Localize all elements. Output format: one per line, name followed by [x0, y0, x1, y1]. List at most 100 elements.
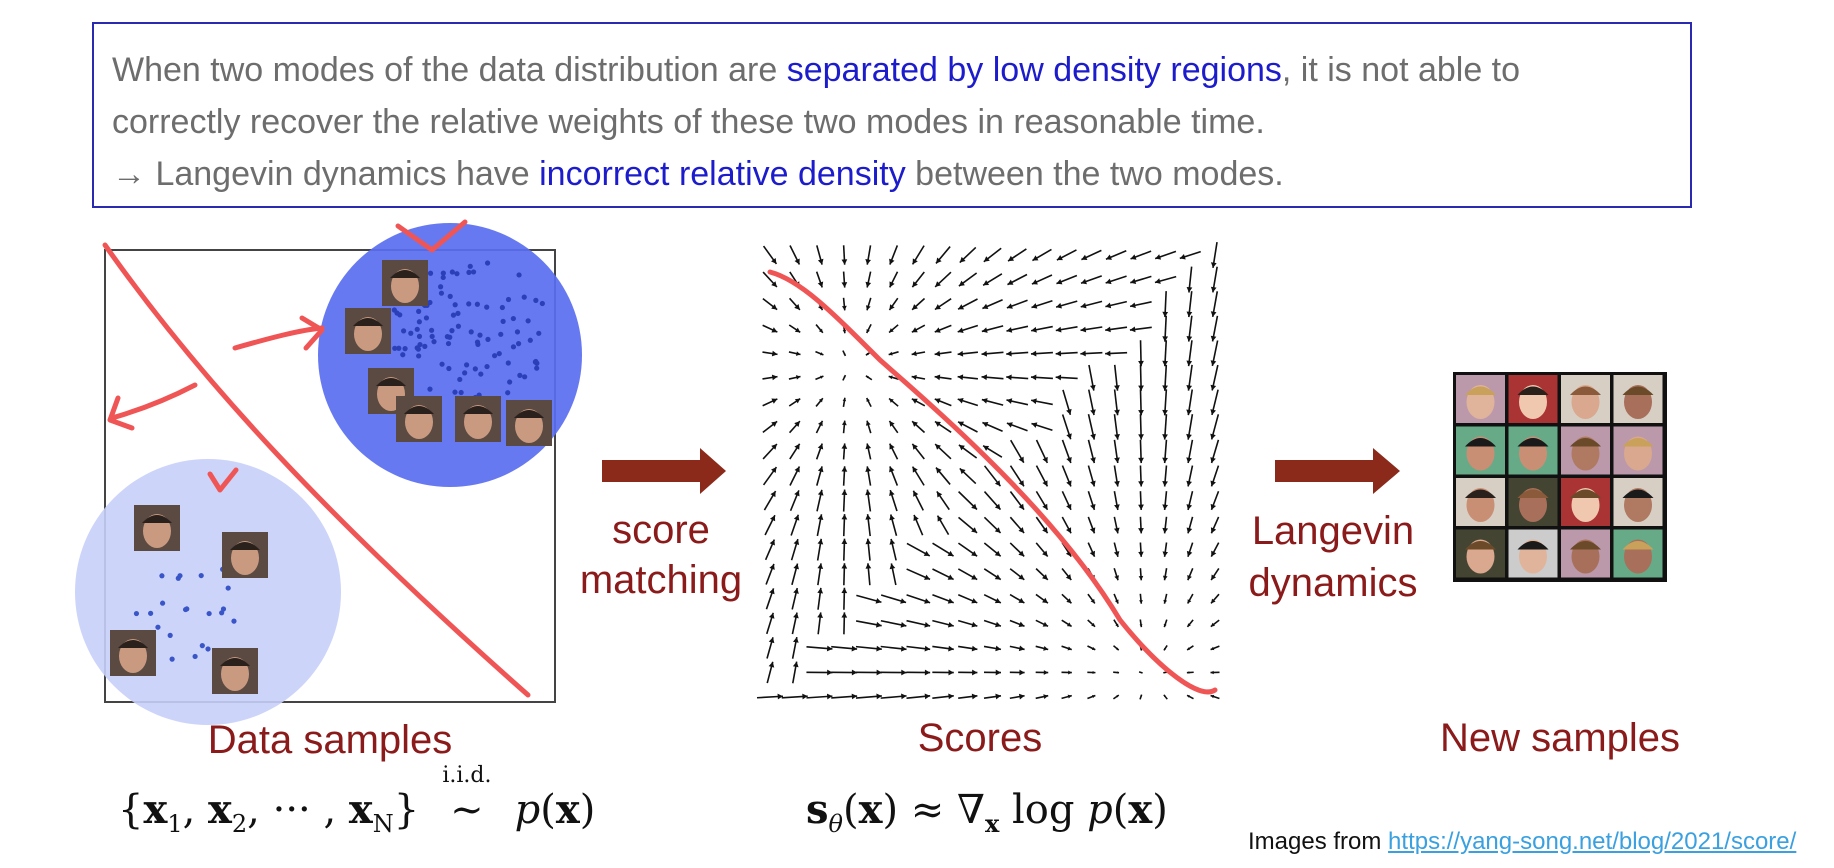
score-vector — [1210, 315, 1219, 342]
score-vector — [1113, 671, 1120, 674]
score-vector — [1210, 619, 1220, 628]
score-vector — [1162, 364, 1168, 391]
score-vector — [1030, 350, 1053, 357]
score-vector — [790, 538, 800, 561]
score-vector — [983, 619, 1002, 628]
data-point — [507, 379, 513, 385]
score-vector — [936, 515, 950, 536]
score-vector — [934, 374, 952, 381]
score-vector — [982, 445, 1003, 458]
score-formula: sθ(x) ≈ ∇x log p(x) — [806, 786, 1168, 838]
score-vector — [1186, 439, 1194, 464]
score-vector — [1210, 439, 1220, 464]
score-vector — [762, 398, 778, 407]
score-vector — [815, 375, 824, 381]
data-point — [477, 332, 483, 338]
data-point — [499, 304, 505, 311]
face-thumbnail — [455, 396, 501, 442]
red-annotations — [102, 219, 1218, 698]
score-vector — [1055, 374, 1078, 381]
score-vector — [1187, 567, 1194, 581]
data-point — [466, 269, 472, 275]
data-point — [438, 284, 444, 290]
score-vector — [791, 587, 799, 610]
score-vector — [1009, 669, 1025, 676]
generated-face — [1561, 426, 1610, 475]
score-vector — [889, 489, 898, 512]
score-vector — [788, 397, 801, 407]
data-point — [516, 272, 522, 278]
score-vector — [1113, 491, 1120, 511]
data-point — [505, 296, 512, 303]
score-vector — [958, 669, 978, 676]
score-vector — [1186, 414, 1194, 440]
data-point — [472, 366, 478, 372]
score-vector — [841, 420, 847, 434]
score-vector — [1139, 694, 1143, 700]
data-point — [534, 365, 540, 371]
credit-link[interactable]: https://yang-song.net/blog/2021/score/ — [1388, 828, 1797, 855]
score-vector — [1186, 340, 1193, 367]
score-vector — [1009, 516, 1025, 534]
data-point — [485, 336, 491, 342]
score-vector — [911, 271, 925, 288]
score-vector-field — [756, 242, 1220, 700]
score-vector — [1080, 275, 1103, 285]
score-vector — [1056, 249, 1077, 261]
score-vector — [1061, 439, 1072, 464]
score-vector — [816, 489, 824, 512]
score-vector — [1163, 593, 1168, 604]
score-vector — [766, 637, 775, 659]
score-vector — [841, 538, 848, 561]
data-point — [452, 389, 458, 395]
score-vector — [1162, 516, 1169, 534]
data-point — [182, 606, 189, 613]
data-point — [454, 271, 460, 277]
score-vector — [865, 443, 872, 460]
score-vector — [1006, 374, 1029, 381]
data-point — [510, 315, 516, 322]
score-vector — [1139, 619, 1143, 628]
score-vector — [1006, 350, 1029, 357]
annotation-arrow-to-dense-head — [299, 315, 325, 351]
score-vector — [1061, 694, 1072, 700]
score-vector — [791, 636, 799, 659]
score-vector — [958, 516, 978, 534]
sparse-mode-circle — [75, 459, 341, 725]
score-vector — [1129, 326, 1152, 333]
score-vector — [889, 514, 898, 536]
score-vector — [817, 612, 823, 635]
score-vector — [888, 420, 899, 434]
score-vector — [1112, 694, 1120, 700]
score-vector — [865, 466, 872, 486]
annotation-score-line — [767, 269, 1218, 695]
data-point — [521, 294, 527, 300]
score-vector — [889, 245, 899, 265]
data-point — [452, 302, 458, 308]
score-vector — [983, 491, 1002, 511]
score-vector — [1105, 326, 1128, 333]
data-point — [177, 573, 183, 579]
callout-line-3: → Langevin dynamics have incorrect relat… — [112, 155, 1284, 193]
score-vector — [1087, 619, 1096, 628]
score-vector — [880, 619, 907, 628]
score-vector — [1186, 315, 1193, 342]
score-vector — [1162, 568, 1168, 581]
data-point — [167, 632, 173, 638]
score-vector — [791, 563, 799, 586]
score-vector — [1035, 619, 1049, 628]
score-vector — [958, 693, 978, 700]
score-vector — [932, 693, 954, 700]
score-vector — [865, 489, 872, 512]
score-vector — [865, 375, 873, 381]
score-vector — [1035, 568, 1049, 581]
data-point — [517, 372, 523, 378]
score-vector — [1138, 568, 1144, 581]
data-point — [533, 297, 539, 303]
score-vector — [1162, 439, 1168, 464]
score-vector — [855, 645, 882, 652]
score-vector — [1056, 274, 1078, 285]
score-vector — [841, 271, 848, 288]
image-credit: Images from https://yang-song.net/blog/2… — [1248, 828, 1797, 855]
score-vector — [841, 514, 848, 537]
